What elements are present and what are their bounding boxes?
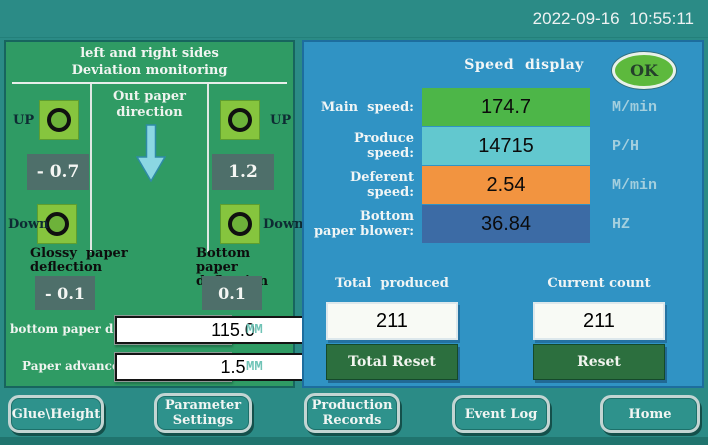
bottom-paper-delay-input[interactable]: [114, 315, 360, 345]
total-reset-button[interactable]: Total Reset: [326, 344, 458, 380]
glossy-paper-deflection-label: Glossy paper deflection: [30, 246, 128, 275]
lamp-circle-icon: [228, 108, 252, 132]
produce-speed-unit: P/H: [612, 137, 640, 155]
bottom-paper-delay-unit: MM: [246, 322, 263, 338]
produce-speed-value-bar: 14715: [422, 127, 590, 165]
datetime-display: 2022-09-16 10:55:11: [532, 8, 694, 28]
header-divider-line: [12, 82, 287, 84]
main-speed-value-bar: 174.7: [422, 88, 590, 126]
ok-status-button[interactable]: OK: [612, 52, 676, 89]
current-count-group: Current count 211 Reset: [533, 274, 665, 384]
nav-event-log-button[interactable]: Event Log: [452, 395, 550, 433]
out-paper-direction-label: Out paper direction: [112, 89, 187, 120]
deviation-monitoring-panel: left and right sides Deviation monitorin…: [4, 40, 360, 388]
right-down-label: Down: [263, 217, 304, 232]
nav-parameter-settings-button[interactable]: Parameter Settings: [154, 393, 252, 433]
right-deviation-value: 1.2: [212, 154, 274, 190]
main-speed-row: Main speed: 174.7 M/min: [310, 88, 696, 126]
nav-glue-height-button[interactable]: Glue\Height: [8, 395, 104, 433]
left-deviation-value: - 0.7: [27, 154, 89, 190]
total-produced-group: Total produced 211 Total Reset: [326, 274, 458, 384]
speed-display-title: Speed display: [464, 57, 584, 73]
main-speed-unit: M/min: [612, 98, 658, 116]
current-count-label: Current count: [547, 276, 651, 291]
bottom-paper-blower-unit: HZ: [612, 215, 631, 233]
deferent-speed-row: Deferent speed: 2.54 M/min: [310, 166, 696, 204]
left-up-lamp[interactable]: [39, 100, 79, 140]
lamp-circle-icon: [228, 212, 252, 236]
top-status-bar: 2022-09-16 10:55:11: [0, 0, 708, 38]
paper-advance-input[interactable]: [114, 352, 360, 382]
reset-button[interactable]: Reset: [533, 344, 665, 380]
deferent-speed-value-bar: 2.54: [422, 166, 590, 204]
bottom-paper-blower-value-bar: 36.84: [422, 205, 590, 243]
down-arrow-icon: [135, 124, 167, 183]
bottom-paper-deflection-value: 0.1: [202, 276, 262, 310]
right-down-lamp[interactable]: [220, 204, 260, 244]
nav-home-button[interactable]: Home: [600, 395, 700, 433]
speed-display-panel: Speed display OK Main speed: 174.7 M/min…: [302, 40, 704, 388]
produce-speed-row: Produce speed: 14715 P/H: [310, 127, 696, 165]
right-up-lamp[interactable]: [220, 100, 260, 140]
bottom-paper-blower-label: Bottom paper blower:: [313, 209, 424, 239]
deferent-speed-label: Deferent speed:: [350, 170, 424, 200]
deferent-speed-unit: M/min: [612, 176, 658, 194]
lamp-circle-icon: [45, 212, 69, 236]
column-divider-right: [207, 84, 209, 252]
left-down-lamp[interactable]: [37, 204, 77, 244]
main-speed-label: Main speed:: [320, 99, 414, 115]
column-divider-left: [90, 84, 92, 252]
nav-production-records-button[interactable]: Production Records: [304, 393, 400, 433]
total-produced-label: Total produced: [335, 276, 449, 291]
right-up-label: UP: [270, 113, 292, 128]
bottom-paper-blower-row: Bottom paper blower: 36.84 HZ: [310, 205, 696, 243]
left-down-label: Down: [8, 217, 49, 232]
total-produced-value: 211: [326, 302, 458, 340]
glossy-paper-deflection-value: - 0.1: [35, 276, 95, 310]
paper-advance-unit: MM: [246, 359, 263, 375]
paper-advance-label: Paper advance: [22, 359, 120, 373]
deviation-panel-title: left and right sides Deviation monitorin…: [71, 46, 228, 78]
produce-speed-label: Produce speed:: [353, 131, 424, 161]
lamp-circle-icon: [47, 108, 71, 132]
current-count-value: 211: [533, 302, 665, 340]
bottom-edge-strip: [0, 437, 708, 445]
left-up-label: UP: [13, 113, 35, 128]
